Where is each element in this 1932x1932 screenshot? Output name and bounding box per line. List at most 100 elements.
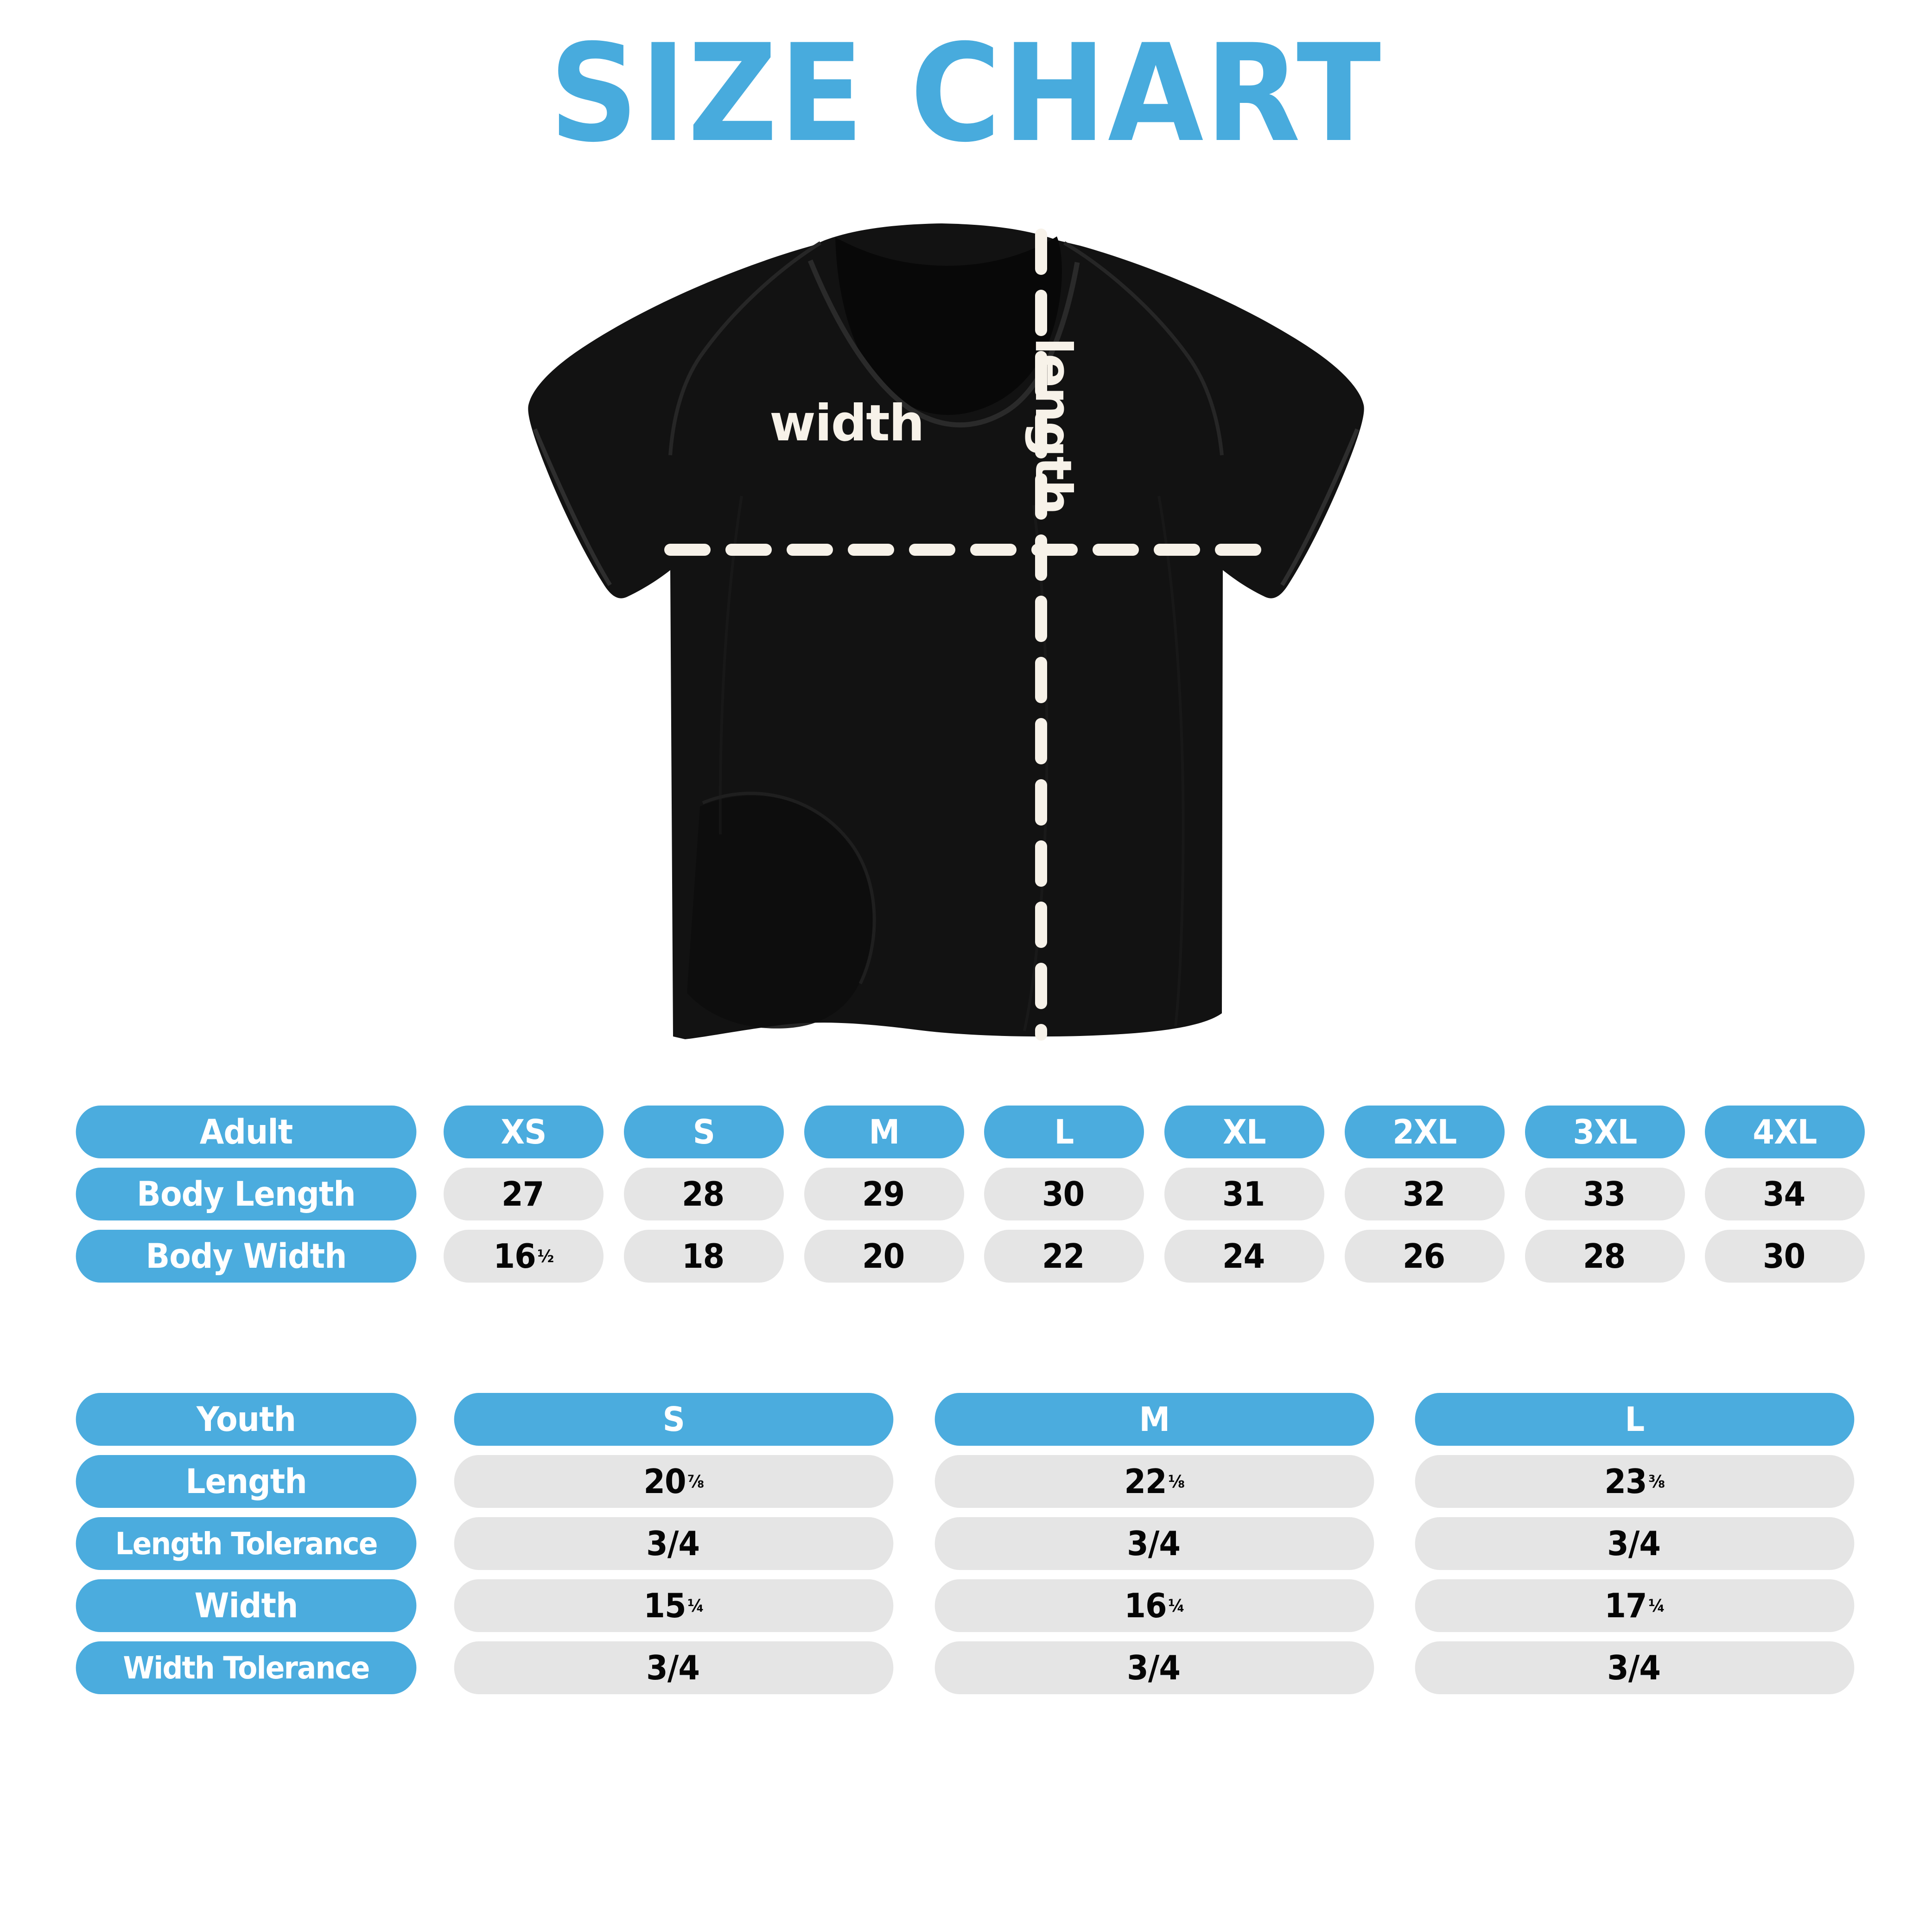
youth-size-table: Youth S M L Length 20 ⅞ 22 ⅛ 23 ⅜ Length To… (63, 1393, 1871, 1694)
table-cell: 22 ⅛ (934, 1455, 1374, 1508)
youth-row-label-width-tolerance: Width Tolerance (76, 1641, 417, 1694)
youth-row-label-width: Width (76, 1579, 417, 1632)
table-cell: 3/4 (934, 1517, 1374, 1570)
youth-size-header-s[interactable]: S (454, 1393, 894, 1446)
cell-value: 28 (1582, 1237, 1625, 1276)
table-cell: 3/4 (934, 1641, 1374, 1694)
table-cell: 17 ¼ (1415, 1579, 1855, 1632)
table-cell: 30 (984, 1168, 1144, 1220)
cell-value: 22 (1042, 1237, 1085, 1276)
table-cell: 22 (984, 1230, 1144, 1283)
cell-value: 3/4 (1607, 1524, 1661, 1563)
tshirt-fold-line-4 (718, 496, 743, 835)
cell-value: 3/4 (1126, 1524, 1181, 1563)
adult-size-header-s[interactable]: S (623, 1106, 784, 1158)
cell-fraction: ⅜ (1648, 1471, 1665, 1492)
cell-value: 27 (501, 1175, 544, 1214)
cell-value: 3/4 (1607, 1648, 1661, 1687)
cell-value: 30 (1763, 1237, 1805, 1276)
table-cell: 15 ¼ (454, 1579, 894, 1632)
cell-value: 29 (862, 1175, 904, 1214)
table-cell: 26 (1344, 1230, 1505, 1283)
table-cell: 34 (1705, 1168, 1865, 1220)
cell-value: 15 (643, 1586, 686, 1625)
cell-fraction: ⅞ (687, 1471, 704, 1492)
table-cell: 30 (1705, 1230, 1865, 1283)
adult-row-label-body-width: Body Width (76, 1230, 417, 1283)
table-cell: 3/4 (454, 1641, 894, 1694)
length-guide-label: length (1024, 337, 1082, 514)
cell-value: 28 (681, 1175, 724, 1214)
table-cell: 27 (443, 1168, 604, 1220)
table-cell: 16 ½ (443, 1230, 604, 1283)
table-cell: 23 ⅜ (1415, 1455, 1855, 1508)
tshirt-sleeve-hem-right (1280, 428, 1360, 586)
table-cell: 3/4 (1415, 1517, 1855, 1570)
youth-table-label: Youth (76, 1393, 417, 1446)
cell-value: 32 (1402, 1175, 1445, 1214)
tshirt-fold-line-3 (1157, 496, 1185, 1027)
tshirt-illustration: width length (501, 218, 1381, 1052)
table-cell: 3/4 (1415, 1641, 1855, 1694)
table-cell: 28 (1525, 1230, 1685, 1283)
adult-size-header-m[interactable]: M (804, 1106, 964, 1158)
youth-row-label-length-tolerance: Length Tolerance (76, 1517, 417, 1570)
cell-value: 3/4 (646, 1648, 700, 1687)
adult-size-header-2xl[interactable]: 2XL (1344, 1106, 1505, 1158)
youth-size-header-m[interactable]: M (934, 1393, 1374, 1446)
tshirt-collar-rib (807, 259, 1080, 428)
table-cell: 32 (1344, 1168, 1505, 1220)
adult-body-length-row: Body Length 27 28 29 30 31 32 33 34 (63, 1168, 1871, 1220)
cell-value: 31 (1222, 1175, 1265, 1214)
cell-fraction: ¼ (1168, 1595, 1185, 1616)
adult-size-header-4xl[interactable]: 4XL (1705, 1106, 1865, 1158)
youth-size-header-l[interactable]: L (1415, 1393, 1855, 1446)
tshirt-shoulder-seam-right (1063, 241, 1224, 456)
tshirt-svg (528, 223, 1364, 1041)
adult-size-header-xs[interactable]: XS (443, 1106, 604, 1158)
tshirt-collar-opening (835, 236, 1062, 415)
table-cell: 18 (623, 1230, 784, 1283)
table-cell: 31 (1164, 1168, 1324, 1220)
cell-value: 33 (1582, 1175, 1625, 1214)
table-cell: 28 (623, 1168, 784, 1220)
cell-value: 16 (493, 1237, 536, 1276)
cell-value: 20 (862, 1237, 904, 1276)
cell-value: 30 (1042, 1175, 1085, 1214)
cell-value: 26 (1402, 1237, 1445, 1276)
cell-value: 34 (1763, 1175, 1805, 1214)
cell-value: 23 (1604, 1462, 1647, 1501)
cell-value: 18 (681, 1237, 724, 1276)
table-cell: 20 ⅞ (454, 1455, 894, 1508)
youth-row-label-length: Length (76, 1455, 417, 1508)
cell-fraction: ¼ (1648, 1595, 1665, 1616)
cell-value: 3/4 (646, 1524, 700, 1563)
youth-length-row: Length 20 ⅞ 22 ⅛ 23 ⅜ (63, 1455, 1871, 1508)
adult-size-header-xl[interactable]: XL (1164, 1106, 1324, 1158)
cell-value: 22 (1124, 1462, 1167, 1501)
cell-value: 24 (1222, 1237, 1265, 1276)
cell-value: 17 (1604, 1586, 1647, 1625)
width-guide-label: width (769, 394, 925, 452)
cell-fraction: ¼ (687, 1595, 704, 1616)
table-cell: 20 (804, 1230, 964, 1283)
adult-table-label: Adult (76, 1106, 417, 1158)
cell-value: 20 (643, 1462, 686, 1501)
tshirt-fold-shading (687, 795, 873, 1029)
table-cell: 29 (804, 1168, 964, 1220)
youth-header-row: Youth S M L (63, 1393, 1871, 1446)
cell-fraction: ½ (537, 1246, 554, 1266)
table-cell: 16 ¼ (934, 1579, 1374, 1632)
adult-size-header-3xl[interactable]: 3XL (1525, 1106, 1685, 1158)
tshirt-fold-line-1 (702, 791, 876, 985)
adult-header-row: Adult XS S M L XL 2XL 3XL 4XL (63, 1106, 1871, 1158)
cell-value: 16 (1124, 1586, 1167, 1625)
table-cell: 3/4 (454, 1517, 894, 1570)
youth-width-tolerance-row: Width Tolerance 3/4 3/4 3/4 (63, 1641, 1871, 1694)
table-cell: 33 (1525, 1168, 1685, 1220)
cell-fraction: ⅛ (1168, 1471, 1185, 1492)
adult-size-header-l[interactable]: L (984, 1106, 1144, 1158)
youth-length-tolerance-row: Length Tolerance 3/4 3/4 3/4 (63, 1517, 1871, 1570)
youth-width-row: Width 15 ¼ 16 ¼ 17 ¼ (63, 1579, 1871, 1632)
